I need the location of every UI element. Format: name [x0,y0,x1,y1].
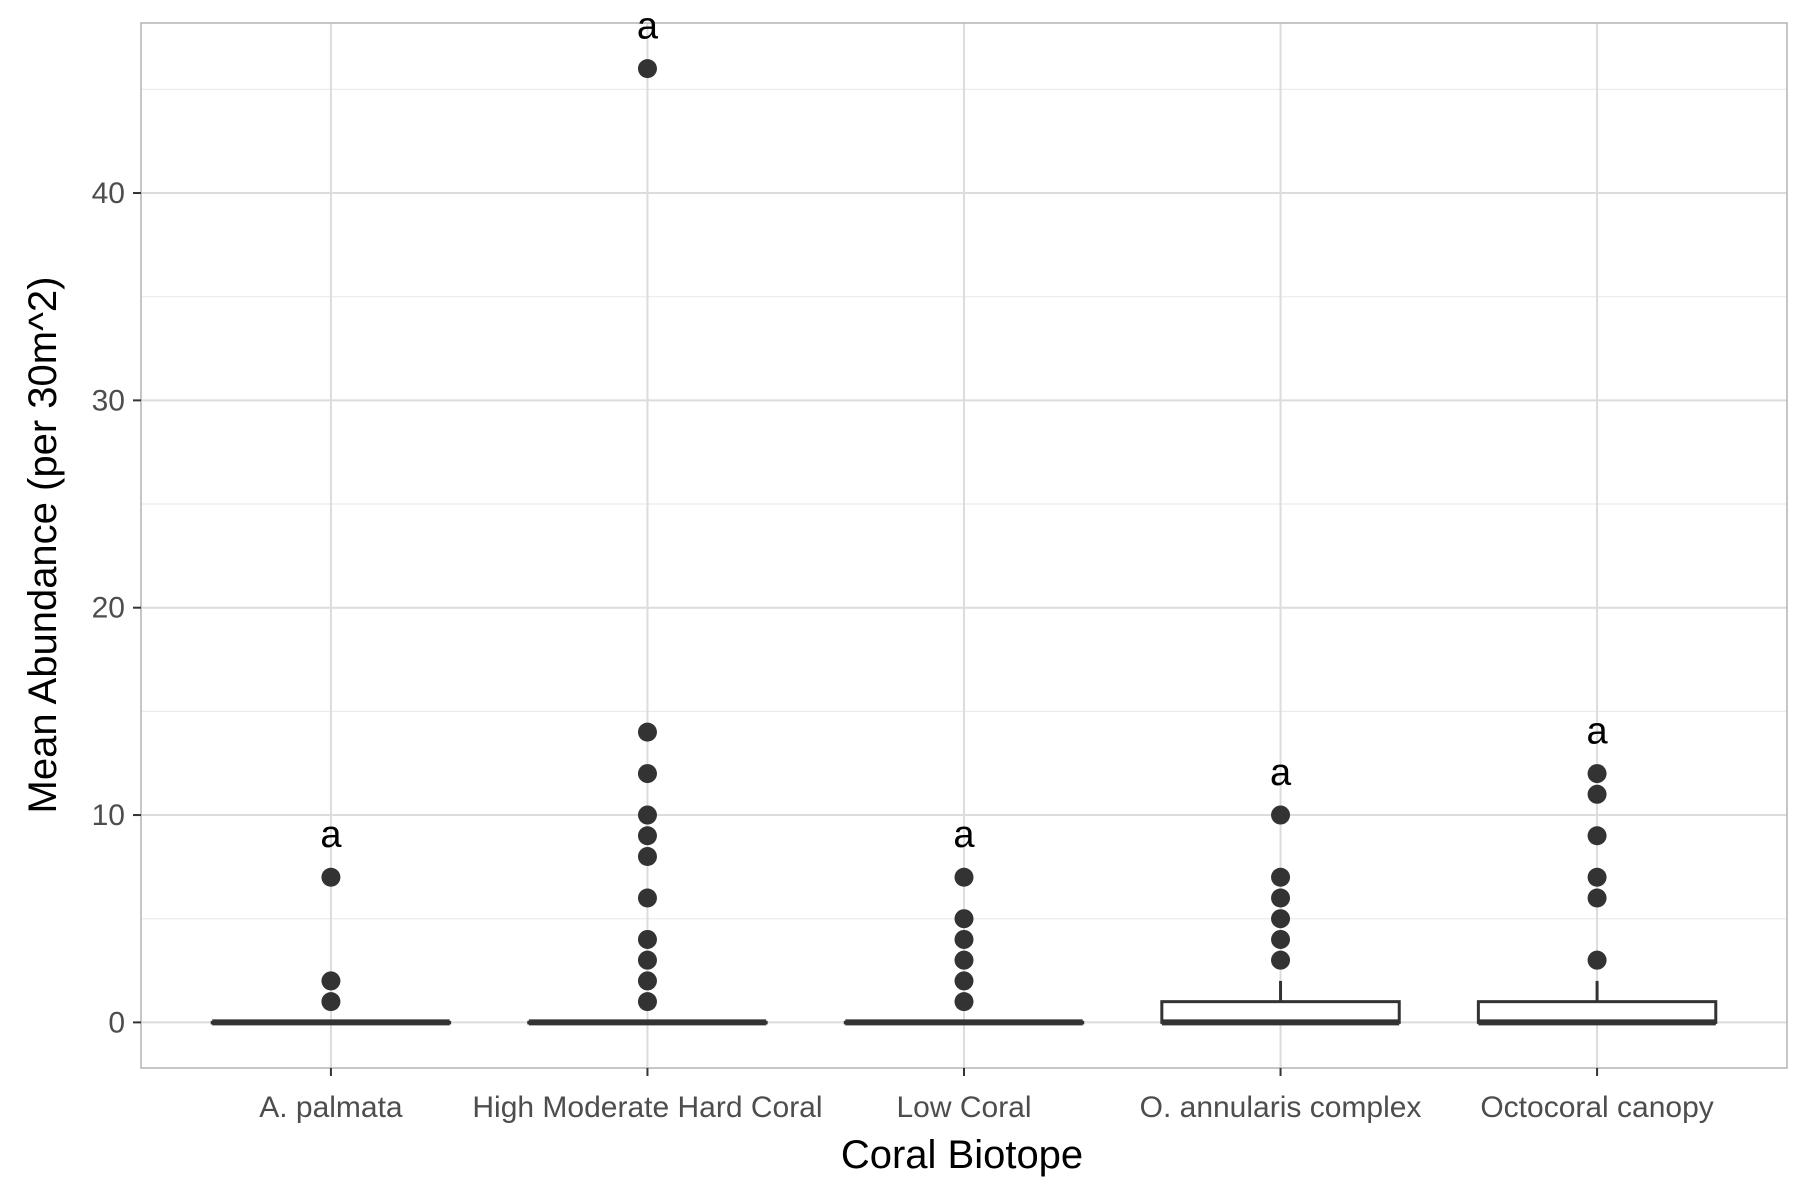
outlier-point [637,826,657,846]
outlier-point [637,950,657,970]
outlier-point [1271,867,1291,887]
group-label: a [637,6,659,48]
box-iqr [1160,1000,1401,1024]
outlier-point [637,929,657,949]
y-axis-title: Mean Abundance (per 30m^2) [21,277,65,814]
outlier-points [321,59,1607,1012]
x-tick-label: O. annularis complex [1140,1091,1422,1124]
y-tick-label: 20 [92,592,125,625]
outlier-point [1587,950,1607,970]
y-tick-label: 30 [92,384,125,417]
outlier-point [321,971,341,991]
y-axis-ticks: 0 10 20 30 40 [92,177,141,1039]
x-tick-label: A. palmata [259,1091,403,1124]
outlier-point [1587,826,1607,846]
outlier-point [1587,784,1607,804]
outlier-point [954,909,974,929]
outlier-point [954,971,974,991]
outlier-point [954,929,974,949]
outlier-point [637,847,657,867]
outlier-point [321,992,341,1012]
outlier-point [637,971,657,991]
outlier-point [1271,909,1291,929]
outlier-point [1587,764,1607,784]
x-tick-label: High Moderate Hard Coral [472,1091,822,1124]
outlier-point [1271,929,1291,949]
group-label: a [320,814,342,856]
outlier-point [637,992,657,1012]
outlier-point [637,722,657,742]
group-label: a [1270,752,1292,794]
group-label: a [953,814,975,856]
box-iqr [1476,1000,1718,1024]
x-tick-label: Octocoral canopy [1480,1091,1713,1124]
y-tick-label: 0 [108,1006,125,1039]
x-tick-label: Low Coral [896,1091,1031,1124]
outlier-point [321,867,341,887]
group-labels: a a a a a [320,6,1608,857]
x-axis-ticks: A. palmata High Moderate Hard Coral Low Co… [259,1068,1714,1124]
outlier-point [1271,888,1291,908]
y-tick-label: 40 [92,177,125,210]
outlier-point [637,59,657,79]
group-label: a [1587,711,1609,753]
y-tick-label: 10 [92,799,125,832]
outlier-point [954,950,974,970]
boxes [210,980,1718,1026]
outlier-point [1587,888,1607,908]
outlier-point [954,992,974,1012]
outlier-point [637,888,657,908]
outlier-point [1271,805,1291,825]
outlier-point [1587,867,1607,887]
outlier-point [1271,950,1291,970]
outlier-point [637,764,657,784]
x-axis-title: Coral Biotope [841,1133,1083,1177]
outlier-point [637,805,657,825]
outlier-point [954,867,974,887]
